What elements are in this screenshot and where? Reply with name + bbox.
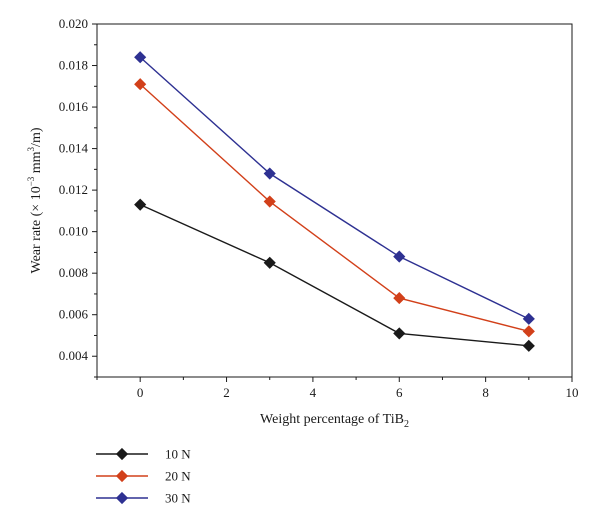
x-axis-title-main: Weight percentage of TiB [260,412,404,427]
x-axis-title-subscript: 2 [404,419,409,430]
legend-label-30-n: 30 N [165,491,191,506]
y-tick-label: 0.014 [59,141,89,156]
legend-marker-20-n [115,469,129,483]
y-axis-title-mid: mm [29,151,44,176]
data-point-30-n [263,167,276,180]
y-tick-label: 0.008 [59,265,88,280]
data-point-20-n [393,292,406,305]
data-point-10-n [134,198,147,211]
y-axis-title-exponent: −3 [26,176,36,186]
y-axis-title-prefix: Wear rate (× 10 [29,186,44,273]
legend-marker-30-n [115,491,129,505]
legend-label-10-n: 10 N [165,447,191,462]
legend: 10 N 20 N 30 N [96,447,191,506]
y-tick-label: 0.016 [59,99,89,114]
y-tick-label: 0.004 [59,348,89,363]
y-axis: 0.004 0.006 0.008 0.010 0.012 0.014 0.016 0.018… [59,16,97,378]
data-point-30-n [393,250,406,263]
data-point-10-n [263,256,276,269]
data-point-20-n [263,195,276,208]
series-line-10-n [139,204,529,347]
x-tick-label: 8 [482,385,489,400]
y-tick-label: 0.006 [59,307,89,322]
series-layer [134,51,535,352]
legend-marker-10-n [115,447,129,461]
x-axis-title: Weight percentage of TiB2 [260,412,409,430]
y-tick-label: 0.010 [59,224,88,239]
data-point-30-n [522,312,535,325]
y-tick-label: 0.018 [59,58,88,73]
data-point-20-n [522,325,535,338]
series-line-20-n [139,83,529,332]
data-point-20-n [134,78,147,91]
x-tick-label: 10 [566,385,579,400]
y-axis-title-exponent2: 3 [26,146,36,151]
x-tick-label: 2 [223,385,230,400]
x-tick-label: 6 [396,385,403,400]
legend-label-20-n: 20 N [165,469,191,484]
data-point-30-n [134,51,147,64]
x-tick-label: 0 [137,385,144,400]
y-tick-label: 0.020 [59,16,88,31]
y-tick-label: 0.012 [59,182,88,197]
x-tick-label: 4 [310,385,317,400]
series-line-30-n [139,56,530,320]
plot-area-frame [96,23,573,378]
y-axis-title-suffix: /m) [29,127,44,147]
data-point-10-n [522,339,535,352]
y-axis-title: Wear rate (× 10−3 mm3/m) [26,127,44,273]
x-axis: 0 2 4 6 8 10 [96,377,579,400]
data-point-10-n [393,327,406,340]
